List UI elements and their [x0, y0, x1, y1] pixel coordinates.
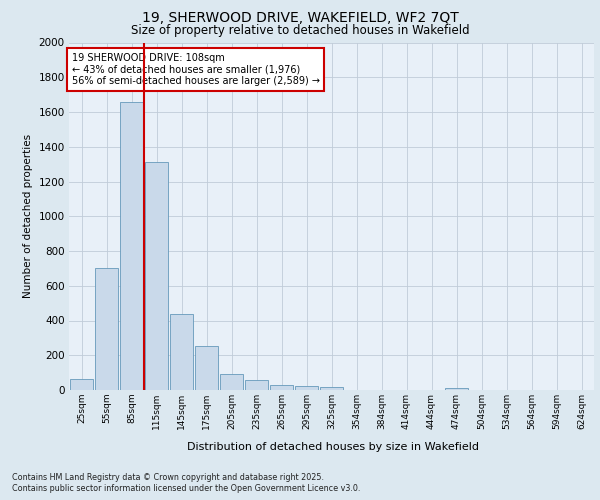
Bar — [170, 314, 193, 390]
Text: Size of property relative to detached houses in Wakefield: Size of property relative to detached ho… — [131, 24, 469, 37]
Bar — [145, 162, 168, 390]
Bar — [320, 388, 343, 390]
Bar — [445, 388, 468, 390]
Text: Contains public sector information licensed under the Open Government Licence v3: Contains public sector information licen… — [12, 484, 361, 493]
Bar — [120, 102, 143, 390]
Bar — [70, 378, 93, 390]
Bar — [95, 268, 118, 390]
Bar — [295, 386, 318, 390]
Bar — [245, 380, 268, 390]
Text: Contains HM Land Registry data © Crown copyright and database right 2025.: Contains HM Land Registry data © Crown c… — [12, 472, 324, 482]
Text: Distribution of detached houses by size in Wakefield: Distribution of detached houses by size … — [187, 442, 479, 452]
Text: 19 SHERWOOD DRIVE: 108sqm
← 43% of detached houses are smaller (1,976)
56% of se: 19 SHERWOOD DRIVE: 108sqm ← 43% of detac… — [71, 53, 320, 86]
Y-axis label: Number of detached properties: Number of detached properties — [23, 134, 33, 298]
Bar — [270, 385, 293, 390]
Bar — [195, 346, 218, 390]
Bar — [220, 374, 243, 390]
Text: 19, SHERWOOD DRIVE, WAKEFIELD, WF2 7QT: 19, SHERWOOD DRIVE, WAKEFIELD, WF2 7QT — [142, 11, 458, 25]
